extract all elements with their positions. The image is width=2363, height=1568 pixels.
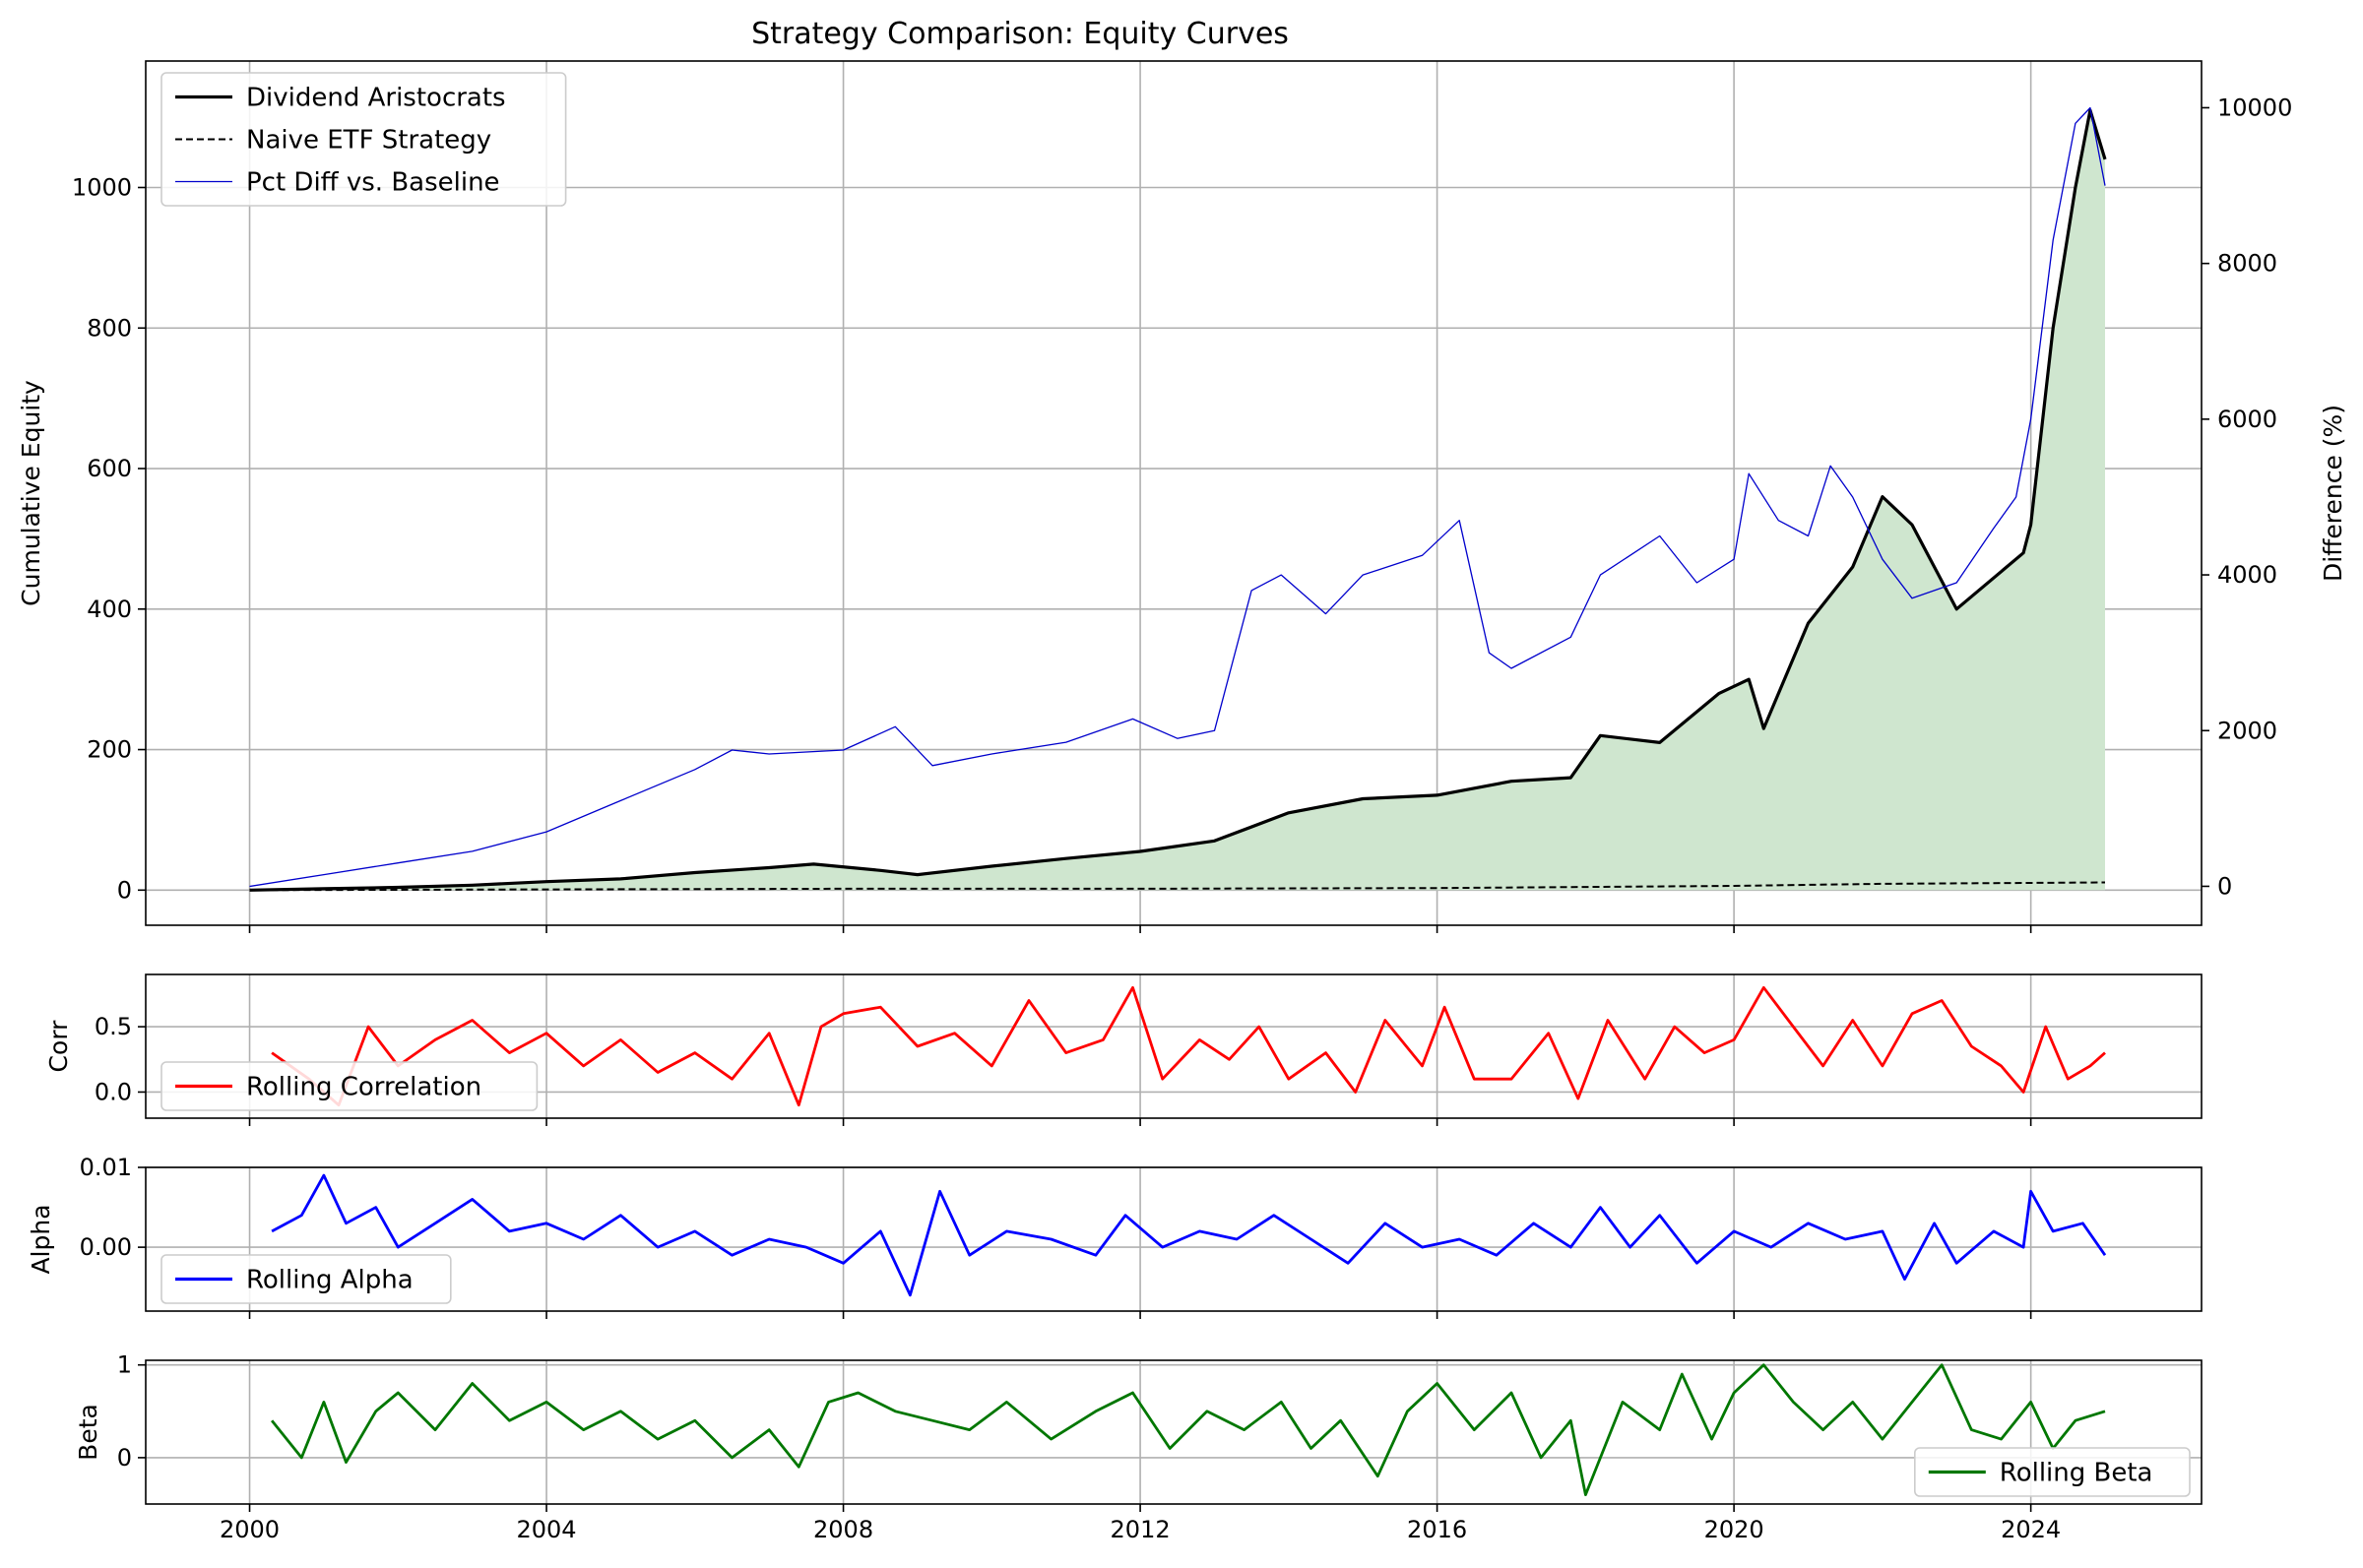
- legend-label: Pct Diff vs. Baseline: [246, 168, 500, 198]
- panel-correlation: 0.0 0.5 Corr Rolling Correlation: [44, 973, 2203, 1126]
- y-tick-label: 1000: [72, 173, 132, 201]
- legend-correlation: Rolling Correlation: [160, 1061, 539, 1111]
- y2-tick-label: 6000: [2217, 406, 2277, 433]
- plot-area-alpha: [271, 1173, 2107, 1297]
- x-tick-label: 2000: [220, 1516, 280, 1543]
- series-line-rolling-correlation: [271, 985, 2106, 1107]
- y-axis-label: Alpha: [27, 1204, 55, 1274]
- panel-equity: 020040060080010000200040006000800010000D…: [17, 60, 2347, 933]
- chart-panels: 020040060080010000200040006000800010000D…: [17, 60, 2347, 1543]
- legend-label: Rolling Alpha: [246, 1266, 414, 1295]
- panel-beta: 2000 2004 2008 2012 2016 2020 2024 0 1 Beta Rollin…: [74, 1351, 2203, 1543]
- y-tick-label: 0.5: [95, 1013, 132, 1040]
- axes-frame: [145, 973, 2203, 1119]
- legend-box: [160, 1061, 539, 1111]
- legend-alpha: Rolling Alpha: [160, 1254, 452, 1304]
- series-line-rolling-beta: [271, 1363, 2106, 1496]
- y2-tick-label: 4000: [2217, 561, 2277, 589]
- x-tick-label: 2016: [1407, 1516, 1467, 1543]
- legend-label: Naive ETF Strategy: [246, 126, 491, 156]
- y-tick-label: 800: [87, 314, 132, 342]
- series-line-naive-etf-strategy: [249, 881, 2106, 892]
- y2-tick-label: 8000: [2217, 250, 2277, 278]
- y-tick-label: 200: [87, 736, 132, 764]
- x-tick-label: 2012: [1111, 1516, 1171, 1543]
- y-tick-label: 1: [117, 1351, 132, 1379]
- y-tick-label: 400: [87, 596, 132, 623]
- y2-tick-label: 2000: [2217, 717, 2277, 744]
- x-tick-label: 2004: [517, 1516, 577, 1543]
- x-tick-label: 2024: [2001, 1516, 2061, 1543]
- legend-beta: Rolling Beta: [1914, 1447, 2191, 1497]
- plot-area-correlation: [271, 985, 2106, 1107]
- legend-box: [160, 72, 567, 207]
- dividend-fill-area: [249, 110, 2106, 891]
- axes-frame: [145, 60, 2203, 926]
- x-tick-label: 2020: [1704, 1516, 1764, 1543]
- legend-label: Dividend Aristocrats: [246, 84, 506, 113]
- series-line-pct-diff-vs-baseline: [249, 106, 2106, 888]
- y-axis-label: Beta: [74, 1404, 102, 1461]
- y-tick-label: 0: [117, 1444, 132, 1472]
- axes-frame: [145, 1166, 2203, 1312]
- y2-tick-label: 0: [2217, 872, 2232, 900]
- y-tick-label: 600: [87, 455, 132, 482]
- legend-equity: Dividend Aristocrats Naive ETF Strategy Pc…: [160, 72, 567, 207]
- y-axis-label: Corr: [44, 1020, 73, 1073]
- y-axis-label: Cumulative Equity: [17, 380, 45, 606]
- legend-label: Rolling Beta: [2000, 1459, 2153, 1488]
- plot-area-equity: [249, 106, 2107, 892]
- y-tick-label: 0: [117, 876, 132, 904]
- legend-box: [1914, 1447, 2191, 1497]
- y2-tick-label: 10000: [2217, 94, 2292, 121]
- series-line-rolling-alpha: [271, 1173, 2107, 1297]
- legend-box: [160, 1254, 452, 1304]
- axes-frame: [145, 1359, 2203, 1505]
- y-tick-label: 0.01: [80, 1154, 132, 1181]
- series-line-dividend-aristocrats: [249, 108, 2107, 892]
- y-tick-label: 0.00: [80, 1233, 132, 1261]
- figure-title: Strategy Comparison: Equity Curves: [751, 17, 1289, 51]
- plot-area-beta: [271, 1363, 2106, 1496]
- panel-alpha: 0.00 0.01 Alpha Rolling Alpha: [27, 1154, 2203, 1319]
- legend-label: Rolling Correlation: [246, 1073, 481, 1102]
- y-tick-label: 0.0: [95, 1078, 132, 1105]
- y2-axis-label: Difference (%): [2319, 405, 2347, 582]
- x-tick-label: 2008: [813, 1516, 873, 1543]
